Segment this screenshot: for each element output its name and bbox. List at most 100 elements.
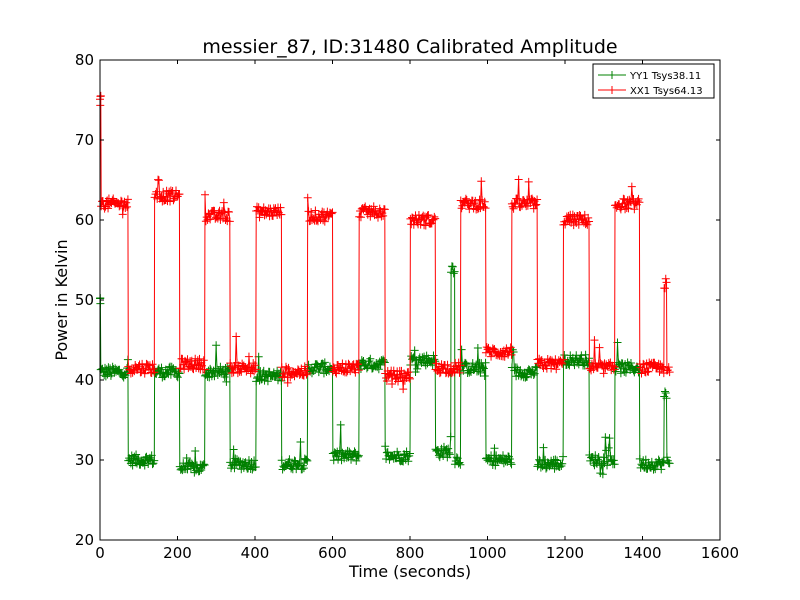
x-tick-label: 1000 bbox=[468, 544, 506, 562]
series-point bbox=[376, 207, 385, 216]
series-point bbox=[221, 216, 230, 225]
series-point bbox=[529, 204, 538, 213]
series-point bbox=[574, 220, 583, 229]
series-point bbox=[529, 370, 538, 379]
series-point bbox=[228, 460, 237, 469]
series-point bbox=[500, 352, 509, 361]
series-point bbox=[396, 373, 405, 382]
series-point bbox=[506, 458, 515, 467]
series-point bbox=[533, 195, 542, 204]
series-point bbox=[303, 193, 312, 202]
series-point bbox=[128, 368, 137, 377]
series-point bbox=[660, 284, 669, 293]
series-point bbox=[212, 213, 221, 222]
series-point bbox=[141, 366, 150, 375]
series-point bbox=[394, 450, 403, 459]
series-point bbox=[664, 363, 673, 372]
series-point bbox=[372, 358, 381, 367]
series-point bbox=[424, 210, 433, 219]
series-point bbox=[149, 364, 158, 373]
series-point bbox=[564, 211, 573, 220]
series-point bbox=[297, 364, 306, 373]
series-point bbox=[474, 367, 483, 376]
series-point bbox=[414, 360, 423, 369]
series-point bbox=[195, 354, 204, 363]
series-point bbox=[212, 364, 221, 373]
series-point bbox=[242, 367, 251, 376]
series-point bbox=[634, 194, 643, 203]
series-point bbox=[379, 357, 388, 366]
series-point bbox=[356, 213, 365, 222]
series-point bbox=[583, 220, 592, 229]
series-point bbox=[348, 361, 357, 370]
series-point bbox=[100, 371, 109, 380]
series-point bbox=[309, 367, 318, 376]
series-point bbox=[273, 376, 282, 385]
series-point bbox=[169, 196, 178, 205]
series-point bbox=[611, 367, 620, 376]
series-point bbox=[410, 346, 419, 355]
series-point bbox=[231, 363, 240, 372]
series-point bbox=[581, 350, 590, 359]
series-point bbox=[592, 458, 601, 467]
series-point bbox=[331, 368, 340, 377]
legend-box bbox=[592, 63, 715, 99]
series-point bbox=[320, 217, 329, 226]
series-point bbox=[507, 350, 516, 359]
series-point bbox=[624, 204, 633, 213]
series-point bbox=[192, 360, 201, 369]
series-point bbox=[509, 204, 518, 213]
series-point bbox=[558, 459, 567, 468]
series-point bbox=[168, 186, 177, 195]
series-point bbox=[547, 364, 556, 373]
series-point bbox=[255, 213, 264, 222]
series-point bbox=[394, 451, 403, 460]
series-point bbox=[524, 177, 533, 186]
series-point bbox=[630, 205, 639, 214]
series-point bbox=[265, 367, 274, 376]
series-point bbox=[232, 332, 241, 341]
series-point bbox=[568, 210, 577, 219]
series-point bbox=[453, 365, 462, 374]
series-point bbox=[230, 464, 239, 473]
series-point bbox=[621, 368, 630, 377]
series-point bbox=[448, 262, 457, 271]
series-point bbox=[285, 455, 294, 464]
series-point bbox=[456, 361, 465, 370]
legend-label: XX1 Tsys64.13 bbox=[630, 86, 703, 97]
x-axis-label: Time (seconds) bbox=[348, 562, 471, 581]
series-point bbox=[329, 456, 338, 465]
series-point bbox=[328, 208, 337, 217]
series-point bbox=[147, 451, 156, 460]
series-point bbox=[448, 367, 457, 376]
series-point bbox=[117, 368, 126, 377]
series-point bbox=[117, 196, 125, 205]
series-point bbox=[296, 438, 305, 447]
series-point bbox=[126, 456, 135, 465]
series-point bbox=[551, 355, 560, 364]
legend: YY1 Tsys38.11 XX1 Tsys64.13 bbox=[592, 63, 715, 99]
series-point bbox=[501, 457, 510, 466]
series-point bbox=[234, 456, 243, 465]
series-point bbox=[174, 368, 183, 377]
series-point bbox=[481, 204, 490, 213]
series-point bbox=[327, 209, 336, 218]
series-point bbox=[404, 368, 413, 377]
series-point bbox=[445, 448, 454, 457]
series-point bbox=[104, 363, 113, 372]
series-point bbox=[635, 198, 644, 207]
series-point bbox=[131, 458, 140, 467]
series-point bbox=[251, 463, 260, 472]
y-tick-label: 50 bbox=[75, 291, 94, 309]
series-point bbox=[157, 363, 166, 372]
series-point bbox=[579, 214, 588, 223]
series-point bbox=[559, 452, 568, 461]
series-point bbox=[608, 362, 617, 371]
series-point bbox=[604, 443, 613, 452]
series-point bbox=[426, 220, 435, 229]
series-point bbox=[182, 454, 191, 463]
series-point bbox=[479, 364, 488, 373]
series-point bbox=[342, 368, 351, 377]
series-point bbox=[571, 217, 580, 226]
series-point bbox=[201, 217, 210, 226]
